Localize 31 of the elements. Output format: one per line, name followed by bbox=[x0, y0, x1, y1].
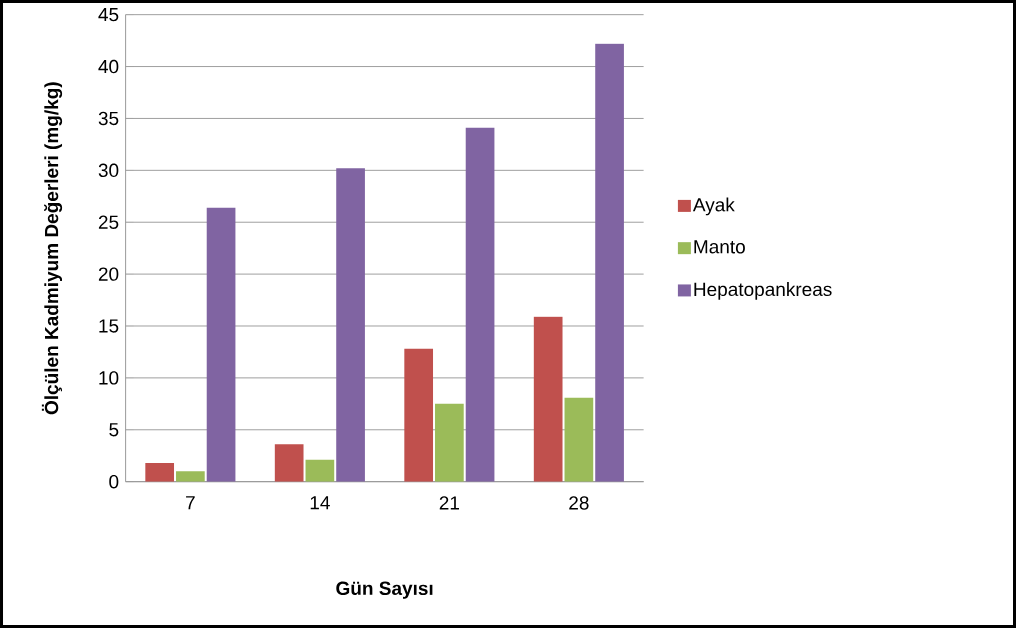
legend-label: Manto bbox=[694, 240, 745, 254]
y-tick-label: 15 bbox=[99, 319, 119, 333]
bar bbox=[564, 397, 594, 482]
y-tick-label: 45 bbox=[98, 8, 119, 22]
bar bbox=[404, 348, 434, 482]
bar bbox=[465, 127, 495, 482]
legend-label: Ayak bbox=[692, 197, 735, 216]
legend-label: Hepatopankreas bbox=[694, 282, 832, 300]
bar bbox=[274, 444, 304, 482]
y-tick-label: 10 bbox=[99, 371, 119, 385]
bar bbox=[336, 168, 365, 482]
bar bbox=[206, 207, 236, 482]
y-tick-label: 40 bbox=[98, 59, 119, 74]
y-tick-label: 25 bbox=[98, 215, 119, 229]
y-tick-label: 0 bbox=[109, 474, 119, 489]
x-tick-label: 21 bbox=[439, 496, 459, 510]
x-tick-label: 14 bbox=[310, 496, 330, 510]
bar bbox=[595, 43, 624, 482]
x-tick-label: 7 bbox=[186, 496, 195, 510]
y-tick-label: 5 bbox=[109, 423, 119, 437]
y-tick-label: 20 bbox=[98, 267, 119, 281]
bar bbox=[533, 316, 563, 482]
y-tick-label: 30 bbox=[98, 163, 119, 178]
y-tick-label: 35 bbox=[98, 111, 119, 126]
x-axis-title: Gün Sayısı bbox=[336, 581, 433, 599]
bar bbox=[145, 462, 175, 482]
x-tick-label: 28 bbox=[569, 496, 589, 510]
bar bbox=[435, 403, 464, 482]
y-axis-title: Ölçülen Kadmiyum Değerleri (mg/kg) bbox=[41, 82, 63, 415]
bar bbox=[176, 471, 205, 482]
bar bbox=[305, 459, 335, 482]
